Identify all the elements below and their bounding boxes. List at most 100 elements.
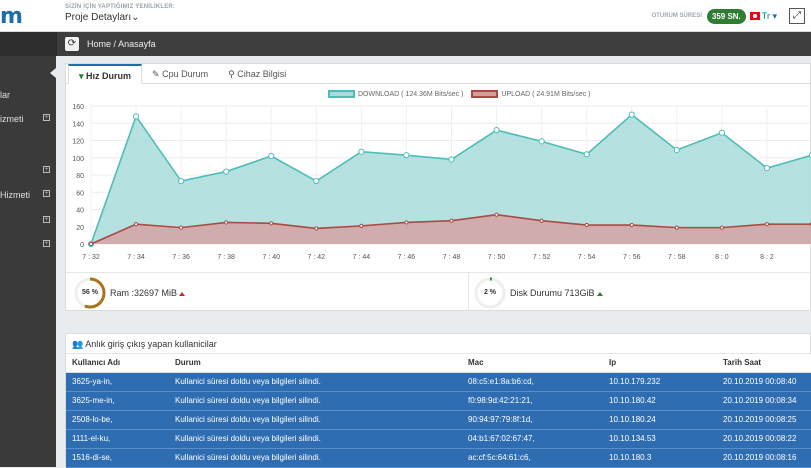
sidebar-item-2[interactable]: izmeti +: [0, 114, 56, 124]
x-tick-label: 7 : 34: [127, 254, 145, 261]
stats-row: 56 % Ram :32697 MiB 2 % Disk Durumu 713G…: [66, 272, 811, 313]
disk-percent: 2 %: [483, 289, 497, 296]
caret-up-icon: [596, 291, 603, 296]
plus-icon[interactable]: +: [43, 240, 50, 247]
users-panel-header: 👥 Anlık giriş çıkış yapan kullanicilar: [66, 334, 810, 354]
plus-icon[interactable]: +: [43, 216, 50, 223]
y-tick-label: 40: [76, 208, 84, 215]
turkey-flag-icon: [749, 12, 760, 20]
users-panel-title: Anlık giriş çıkış yapan kullanicilar: [85, 339, 217, 349]
data-point-upload: [224, 220, 229, 225]
news-caption: SİZİN İÇİN YAPTIĞIMIZ YENİLİKLER:: [65, 4, 176, 10]
data-point-upload: [269, 221, 274, 226]
data-point-upload: [494, 212, 499, 217]
data-point-upload: [449, 218, 454, 223]
cell-datetime: 20.10.2019 00:08:16: [717, 448, 811, 468]
map-marker-icon: ⚲: [228, 69, 235, 79]
data-point-upload: [179, 225, 184, 230]
ram-gauge: [74, 277, 106, 309]
x-tick-label: 7 : 44: [353, 254, 371, 261]
language-label: Tr: [761, 10, 770, 21]
y-tick-label: 120: [72, 139, 84, 146]
plus-icon[interactable]: +: [43, 166, 50, 173]
caret-up-icon: [179, 291, 186, 296]
col-status[interactable]: Durum: [169, 354, 462, 373]
session-area: OTURUM SÜRESİ 359 SN. Tr ▾ ⤢: [652, 7, 811, 25]
cell-username: 1111-el-ku,: [66, 429, 169, 449]
data-point-download: [673, 146, 680, 154]
data-point-download: [448, 156, 455, 163]
col-mac[interactable]: Mac: [462, 354, 603, 373]
x-tick-label: 7 : 40: [262, 254, 280, 261]
cell-mac: 04:b1:67:02:67:47,: [462, 429, 603, 449]
logo[interactable]: m: [0, 0, 56, 32]
caret-down-icon: ▾: [79, 71, 84, 81]
language-selector[interactable]: Tr ▾: [762, 11, 777, 22]
users-panel: 👥 Anlık giriş çıkış yapan kullanicilar K…: [65, 333, 811, 468]
table-row[interactable]: 3625-ya-in, Kullanici süresi doldu veya …: [66, 372, 811, 392]
x-tick-label: 7 : 50: [488, 254, 506, 261]
col-datetime[interactable]: Tarih Saat: [717, 354, 811, 373]
tab-label: Cpu Durum: [162, 69, 209, 79]
data-point-download: [583, 151, 590, 158]
legend-label-upload: UPLOAD ( 24.91M Bits/sec ): [501, 90, 591, 98]
logo-text: m: [0, 4, 23, 29]
breadcrumb: Home / Anasayfa: [87, 39, 156, 49]
table-row[interactable]: 3625-me-in, Kullanici süresi doldu veya …: [66, 391, 811, 411]
tab-cpu[interactable]: ✎ Cpu Durum: [142, 64, 218, 83]
sidebar-item-label: lar: [0, 90, 11, 100]
x-tick-label: 7 : 36: [172, 254, 190, 261]
data-point-download: [178, 177, 185, 185]
speed-panel: ▾ Hız Durum ✎ Cpu Durum ⚲ Cihaz Bilgisi …: [65, 63, 811, 313]
sidebar-item-1[interactable]: lar: [0, 90, 56, 100]
tab-bar: ▾ Hız Durum ✎ Cpu Durum ⚲ Cihaz Bilgisi: [66, 64, 810, 84]
ram-label: Ram :32697 MiB: [110, 288, 186, 298]
data-point-download: [132, 113, 140, 120]
fullscreen-icon[interactable]: ⤢: [789, 8, 805, 24]
tab-speed[interactable]: ▾ Hız Durum: [68, 64, 143, 84]
breadcrumb-home[interactable]: Home: [87, 39, 112, 49]
cell-status: Kullanici süresi doldu veya bilgileri si…: [169, 410, 462, 430]
table-header-row: Kullanıcı Adı Durum Mac Ip Tarih Saat: [66, 354, 811, 373]
x-tick-label: 8 : 2: [760, 254, 774, 261]
col-ip[interactable]: Ip: [603, 354, 717, 373]
tab-device-info[interactable]: ⚲ Cihaz Bilgisi: [218, 64, 296, 83]
sidebar-item-4[interactable]: Hizmeti +: [0, 190, 56, 200]
data-point-download: [718, 129, 725, 136]
data-point-upload: [314, 226, 319, 231]
legend-swatch-download[interactable]: [328, 90, 355, 98]
pencil-icon: ✎: [152, 69, 160, 79]
col-username[interactable]: Kullanıcı Adı: [66, 354, 169, 373]
project-selector[interactable]: SİZİN İÇİN YAPTIĞIMIZ YENİLİKLER: Proje …: [65, 4, 175, 23]
data-point-download: [628, 111, 635, 118]
disk-gauge: [474, 277, 506, 309]
table-row[interactable]: 1111-el-ku, Kullanici süresi doldu veya …: [66, 429, 811, 449]
cell-username: 1516-di-se,: [66, 448, 169, 468]
cell-ip: 10.10.180.24: [603, 410, 717, 430]
data-point-upload: [629, 222, 634, 228]
plus-icon[interactable]: +: [43, 114, 50, 121]
chevron-down-icon: ⌄: [131, 12, 140, 23]
refresh-icon[interactable]: ⟳: [65, 37, 79, 51]
disk-label-text: Disk Durumu 713GiB: [510, 288, 595, 298]
x-tick-label: 7 : 32: [82, 254, 100, 261]
sidebar-pointer: [50, 68, 56, 78]
breadcrumb-current: Anasayfa: [118, 39, 156, 49]
speed-chart: 0 20 40 60 80 100 120 140 160 7 : 32 7 : 34 7 : 36 7…: [72, 104, 811, 261]
disk-label: Disk Durumu 713GiB: [510, 288, 603, 298]
y-tick-label: 20: [76, 225, 84, 232]
table-row[interactable]: 2508-lo-be, Kullanici süresi doldu veya …: [66, 410, 811, 430]
cell-username: 3625-ya-in,: [66, 372, 169, 392]
cell-ip: 10.10.179.232: [603, 372, 717, 392]
table-row[interactable]: 1516-di-se, Kullanici süresi doldu veya …: [66, 448, 811, 468]
x-tick-label: 7 : 48: [443, 254, 461, 261]
series-area-upload: [91, 214, 811, 244]
project-dropdown-label: Proje Detayları: [65, 12, 132, 23]
data-point-upload: [674, 225, 679, 230]
cell-ip: 10.10.134.53: [603, 429, 717, 449]
project-dropdown[interactable]: Proje Detayları⌄: [65, 12, 175, 23]
legend-swatch-upload[interactable]: [471, 90, 499, 98]
data-point-upload: [539, 218, 544, 223]
x-tick-label: 7 : 58: [668, 254, 686, 261]
plus-icon[interactable]: +: [43, 190, 50, 197]
